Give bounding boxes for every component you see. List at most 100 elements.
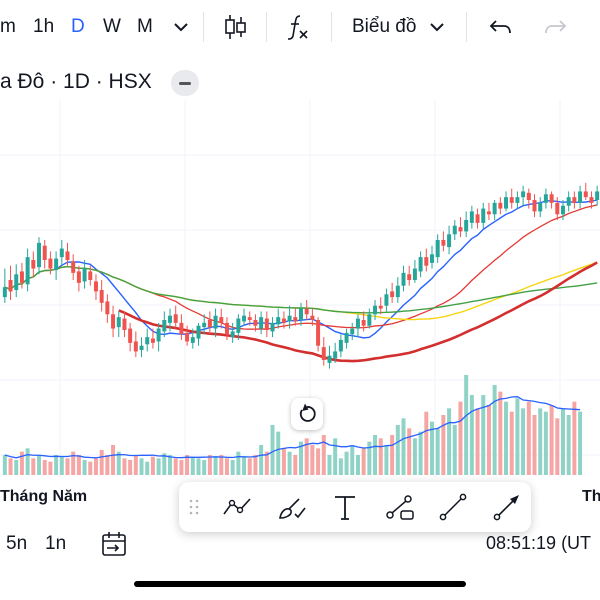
trend-line-icon[interactable] (219, 490, 255, 524)
volume-bar (122, 458, 127, 475)
volume-bar (538, 408, 543, 475)
volume-bar (321, 435, 326, 475)
candle (14, 264, 19, 298)
volume-bar (54, 455, 59, 475)
interval-day[interactable]: D (71, 16, 85, 37)
candle-body (236, 318, 241, 333)
candle-body (207, 320, 212, 328)
candle (82, 260, 87, 289)
path-icon[interactable] (381, 490, 417, 524)
text-icon[interactable] (327, 490, 363, 524)
volume-bar (230, 460, 235, 475)
candle-body (213, 315, 218, 329)
reset-icon (299, 403, 316, 422)
interval-minute[interactable]: m (0, 16, 16, 37)
redo-icon[interactable] (540, 12, 570, 42)
candle-body (162, 320, 167, 332)
candle-body (270, 322, 275, 332)
line-icon[interactable] (435, 490, 471, 524)
volume-bar (310, 445, 315, 475)
candle (395, 277, 400, 303)
candle-body (185, 332, 190, 342)
candle-body (111, 314, 116, 329)
volume-bar (219, 455, 224, 475)
volume-bar (543, 411, 548, 475)
go-to-date-icon[interactable] (99, 530, 129, 558)
candle-body (418, 257, 423, 272)
candle-body (549, 194, 554, 203)
volume-bar (407, 428, 412, 475)
candle (179, 314, 184, 340)
volume-bar (333, 438, 338, 475)
candle-body (224, 322, 229, 335)
timezone-clock[interactable]: 08:51:19 (UT (486, 533, 592, 553)
range-5n[interactable]: 5n (6, 533, 28, 554)
candle-body (156, 328, 161, 342)
candle (48, 251, 53, 275)
symbol-legend-title[interactable]: a Đô · 1D · HSX (0, 70, 152, 93)
candle-body (310, 315, 315, 320)
candle-body (168, 315, 173, 323)
indicators-fx-icon[interactable] (283, 12, 313, 42)
candle-body (230, 331, 235, 338)
legend-collapse-button[interactable] (171, 70, 199, 96)
candle-body (384, 294, 389, 306)
candle (190, 328, 195, 349)
interval-week[interactable]: W (103, 16, 121, 37)
chevron-down-icon[interactable] (422, 12, 452, 42)
candle-body (304, 308, 309, 315)
price-chart[interactable] (0, 100, 600, 480)
volume-bar (253, 455, 258, 475)
candle (595, 185, 600, 206)
candle (492, 200, 497, 220)
candle-body (19, 271, 24, 283)
candle-body (122, 318, 127, 330)
interval-1h[interactable]: 1h (33, 16, 55, 37)
volume-bar (447, 408, 452, 475)
candle-body (350, 328, 355, 335)
volume-bar (469, 395, 474, 475)
drag-handle-icon[interactable] (189, 498, 199, 516)
volume-bar (14, 460, 19, 475)
reset-chart-button[interactable] (291, 398, 323, 430)
brush-icon[interactable] (273, 490, 309, 524)
volume-bar (65, 458, 70, 475)
candle (355, 314, 360, 338)
candle (128, 322, 133, 352)
candle (481, 202, 486, 229)
undo-icon[interactable] (486, 12, 516, 42)
chart-type-button[interactable]: Biểu đồ (352, 16, 417, 37)
volume-bar (224, 458, 229, 475)
interval-month[interactable]: M (137, 16, 153, 37)
candle-body (424, 257, 429, 266)
candle (139, 337, 144, 358)
candle (572, 191, 577, 209)
candle (54, 251, 59, 280)
arrow-icon[interactable] (489, 490, 525, 524)
candle-body (566, 197, 571, 206)
candle (207, 311, 212, 335)
candle (196, 322, 201, 346)
candle (122, 311, 127, 338)
candle (543, 188, 548, 209)
candle (105, 294, 110, 323)
candle-body (196, 325, 201, 339)
candle (435, 234, 440, 263)
candle-body (31, 260, 36, 269)
candle (293, 308, 298, 326)
volume-bar (276, 431, 281, 475)
volume-bar (509, 411, 514, 475)
candle-body (469, 211, 474, 223)
volume-bar (93, 458, 98, 475)
candle (247, 311, 252, 326)
candle-body (595, 191, 600, 200)
candle (452, 220, 457, 240)
chevron-down-icon[interactable] (166, 12, 196, 42)
volume-bar (464, 375, 469, 475)
candle-body (395, 285, 400, 298)
candles-icon[interactable] (220, 12, 250, 42)
candle-body (71, 261, 76, 273)
candle-body (82, 268, 87, 282)
range-1n[interactable]: 1n (45, 533, 67, 554)
volume-bar (185, 455, 190, 475)
